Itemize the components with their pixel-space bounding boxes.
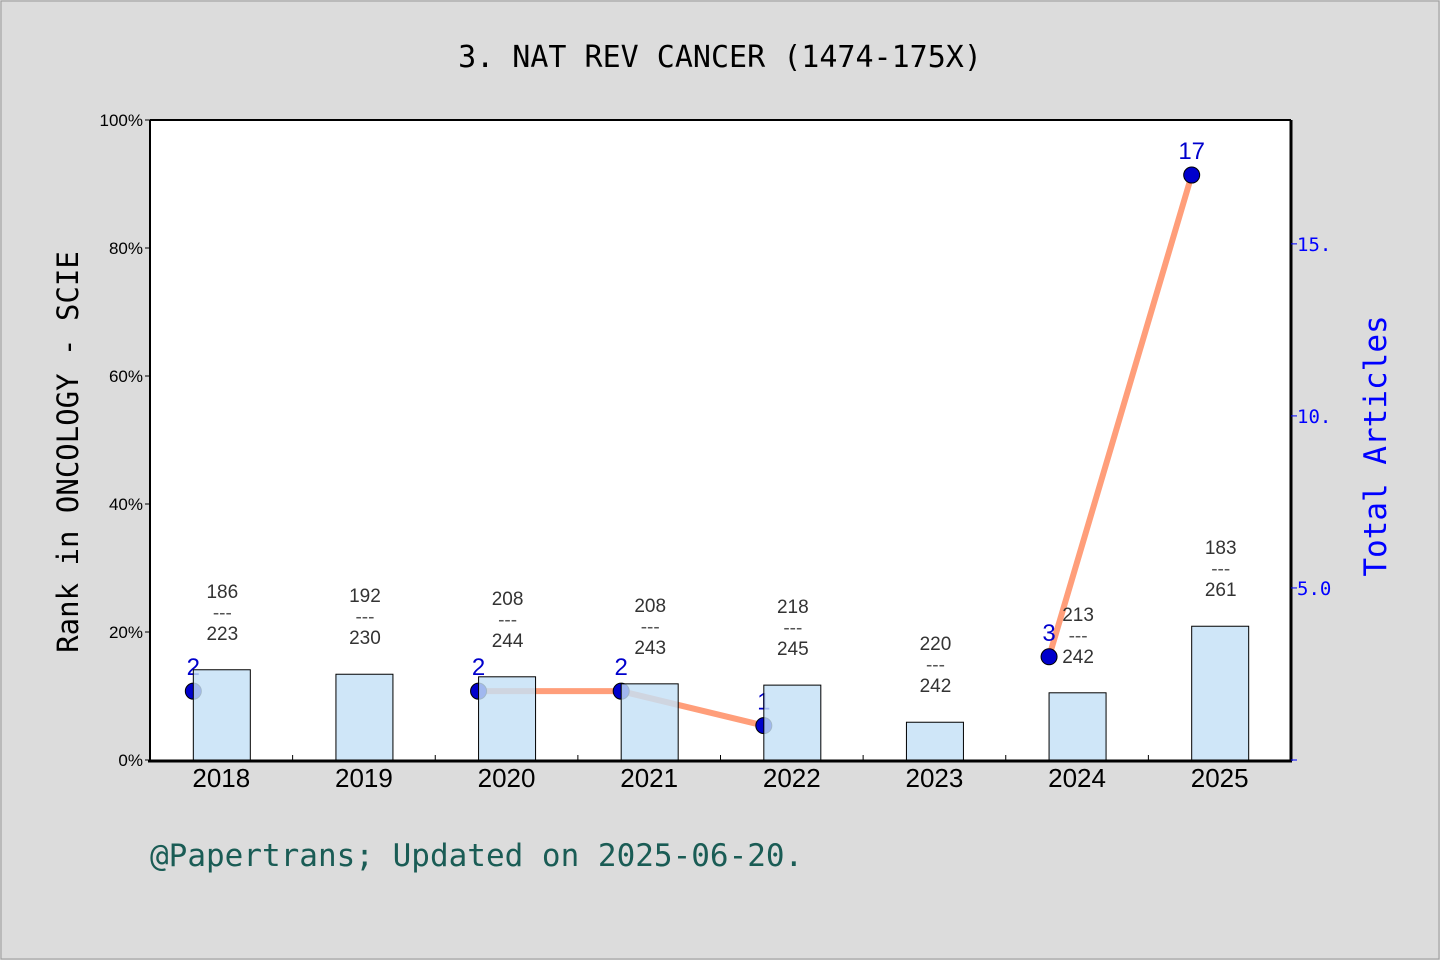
x-tick-label: 2024	[1048, 763, 1106, 793]
bar-total-label: 242	[1062, 647, 1094, 668]
bar-total-label: 243	[634, 638, 666, 659]
bar-rank-label: 208	[492, 589, 524, 610]
y2-tick-label: 10.	[1297, 406, 1331, 428]
x-tick-label: 2023	[906, 763, 964, 793]
bar-rank-label: 183	[1205, 538, 1237, 559]
bar-rank-label: 213	[1062, 605, 1094, 626]
chart-title: 3. NAT REV CANCER (1474-175X)	[458, 40, 982, 75]
bar	[335, 673, 394, 761]
bar-total-label: 230	[349, 628, 381, 649]
bar-total-label: 244	[492, 631, 524, 652]
y-tick-label: 20%	[109, 623, 143, 642]
point-label: 2	[472, 654, 485, 681]
line-point	[1040, 648, 1058, 666]
y2-tick-label: 15.	[1297, 234, 1331, 256]
plot-area	[150, 120, 1291, 760]
bar	[192, 669, 251, 761]
x-tick-label: 2020	[478, 763, 536, 793]
x-tick-label: 2018	[192, 763, 250, 793]
y-tick-label: 100%	[100, 111, 143, 130]
x-tick-label: 2025	[1191, 763, 1249, 793]
bar	[1048, 692, 1107, 761]
y2-axis-label: Total Articles	[1358, 315, 1394, 576]
bar-total-label: 242	[920, 676, 952, 697]
y2-tick-label: 5.0	[1297, 578, 1331, 600]
line-point	[1183, 166, 1201, 184]
y-tick-label: 0%	[118, 751, 143, 770]
bar-separator: ---	[213, 603, 232, 624]
footer-note: @Papertrans; Updated on 2025-06-20.	[150, 838, 803, 874]
x-tick-label: 2019	[335, 763, 393, 793]
bar	[905, 721, 964, 761]
bar	[620, 683, 679, 761]
bar-rank-label: 218	[777, 597, 809, 618]
bar-total-label: 261	[1205, 580, 1237, 601]
bar-rank-label: 208	[634, 596, 666, 617]
point-label: 3	[1042, 620, 1055, 647]
bar-separator: ---	[355, 607, 374, 628]
bar-separator: ---	[1069, 626, 1088, 647]
bar	[478, 676, 537, 761]
bar-rank-label: 220	[920, 634, 952, 655]
point-label: 17	[1178, 138, 1205, 165]
y-tick-label: 60%	[109, 367, 143, 386]
y-axis-label: Rank in ONCOLOGY - SCIE	[51, 251, 85, 653]
line-segment	[1046, 174, 1195, 658]
bar-separator: ---	[783, 618, 802, 639]
bar-rank-label: 192	[349, 586, 381, 607]
y-tick-label: 80%	[109, 239, 143, 258]
bar-separator: ---	[641, 617, 660, 638]
bar-total-label: 223	[206, 624, 238, 645]
bar-separator: ---	[926, 655, 945, 676]
y-tick-label: 40%	[109, 495, 143, 514]
x-tick-label: 2021	[620, 763, 678, 793]
bar	[1191, 625, 1250, 761]
bar-separator: ---	[498, 610, 517, 631]
bar-total-label: 245	[777, 639, 809, 660]
point-label: 2	[615, 654, 628, 681]
bar	[763, 684, 822, 761]
x-tick-label: 2022	[763, 763, 821, 793]
bar-rank-label: 186	[206, 582, 238, 603]
bar-separator: ---	[1211, 559, 1230, 580]
